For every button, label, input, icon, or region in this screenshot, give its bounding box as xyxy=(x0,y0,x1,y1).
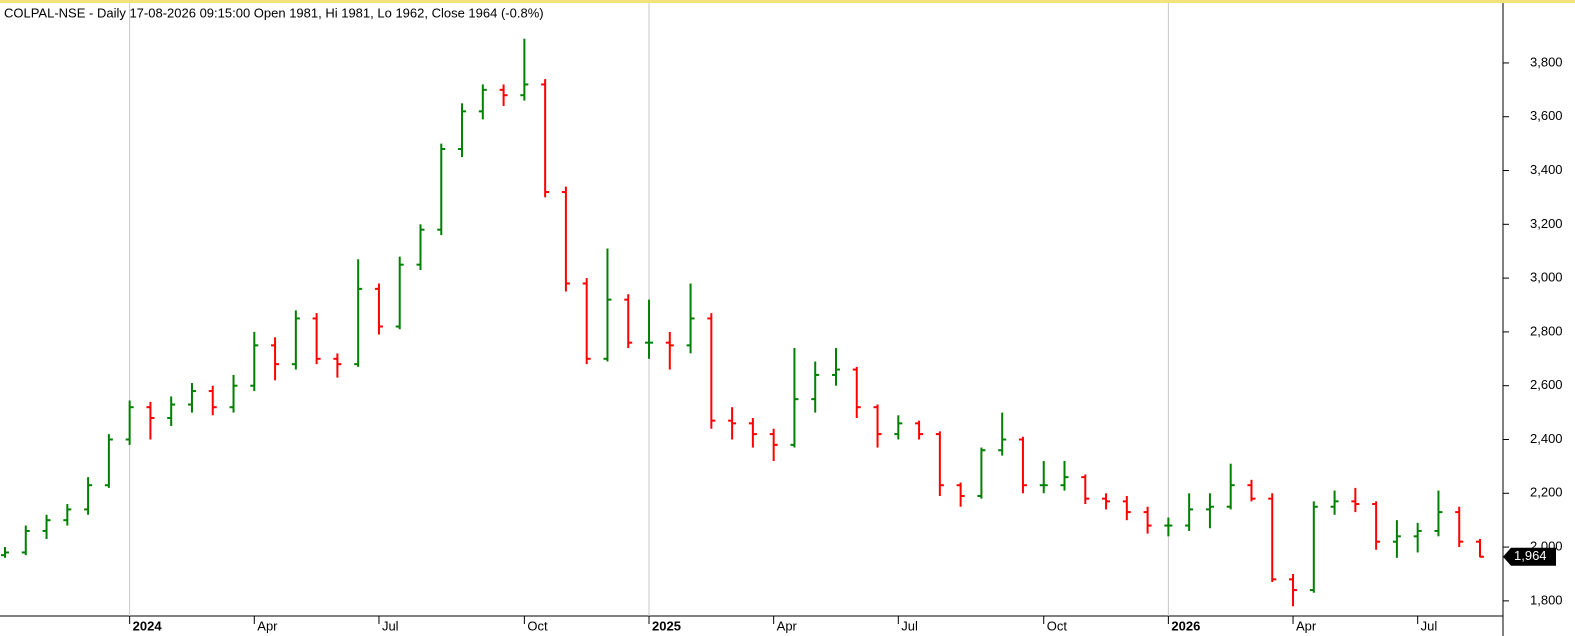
ohlc-bar xyxy=(84,477,93,515)
ohlc-bar xyxy=(707,313,716,429)
ohlc-bar xyxy=(915,420,924,440)
ohlc-bar xyxy=(831,348,840,386)
ohlc-bar xyxy=(1081,474,1090,505)
ohlc-bar xyxy=(374,283,383,335)
ohlc-bar xyxy=(873,404,882,448)
top-border xyxy=(0,0,1575,3)
ohlc-bar xyxy=(977,447,986,499)
ohlc-bar xyxy=(63,504,72,526)
ohlc-bar xyxy=(354,259,363,367)
ohlc-bar xyxy=(748,417,757,448)
ohlc-bar xyxy=(1268,493,1277,583)
ohlc-bar xyxy=(665,331,674,370)
ohlc-bar xyxy=(1060,461,1069,491)
ohlc-bar xyxy=(1476,539,1484,558)
y-tick-label: 2,800 xyxy=(1530,323,1563,338)
ohlc-bar xyxy=(1413,522,1422,553)
ohlc-bar xyxy=(645,299,654,359)
ohlc-bar xyxy=(852,366,861,418)
ohlc-bar xyxy=(208,385,217,416)
ohlc-bar xyxy=(229,374,238,413)
ohlc-bar xyxy=(42,514,51,540)
last-value-label: 1,964 xyxy=(1514,548,1547,563)
ohlc-bar xyxy=(1330,490,1339,515)
ohlc-bar xyxy=(1372,501,1381,550)
ohlc-bar xyxy=(1309,501,1318,593)
y-tick-label: 3,600 xyxy=(1530,108,1563,123)
y-tick-label: 3,400 xyxy=(1530,162,1563,177)
y-tick-label: 3,000 xyxy=(1530,270,1563,285)
x-tick-label: Oct xyxy=(527,618,548,633)
ohlc-bar xyxy=(811,361,820,413)
x-tick-label: Jul xyxy=(1421,618,1438,633)
x-tick-label: Jul xyxy=(382,618,399,633)
last-value-tag xyxy=(1503,547,1556,566)
ohlc-bar xyxy=(1,547,9,558)
ohlc-bar xyxy=(582,278,591,365)
ohlc-bar xyxy=(935,431,944,496)
ohlc-bar xyxy=(458,103,467,158)
ohlc-bar xyxy=(541,79,550,198)
y-tick-label: 1,800 xyxy=(1530,592,1563,607)
ohlc-bar xyxy=(104,434,113,488)
ohlc-bar xyxy=(1226,463,1235,510)
ohlc-bar xyxy=(416,224,425,271)
ohlc-bar xyxy=(250,331,259,392)
ohlc-bar xyxy=(998,412,1007,456)
x-tick-label: Apr xyxy=(257,618,278,633)
ohlc-bar xyxy=(1289,573,1298,607)
ohlc-bar xyxy=(561,186,570,292)
ohlc-bar xyxy=(291,310,300,370)
ohlc-bar xyxy=(956,482,965,507)
ohlc-bar xyxy=(1122,495,1131,521)
ohlc-bar xyxy=(1018,436,1027,494)
ohlc-bar xyxy=(1039,461,1048,494)
y-tick-label: 2,600 xyxy=(1530,377,1563,392)
ohlc-bar xyxy=(312,313,321,365)
y-tick-label: 2,200 xyxy=(1530,485,1563,500)
ohlc-bar xyxy=(1455,506,1464,548)
ohlc-bar xyxy=(520,38,529,101)
ohlc-bar xyxy=(1102,493,1111,510)
ohlc-bar xyxy=(603,248,612,362)
ohlc-bar xyxy=(1205,493,1214,529)
x-tick-label: 2026 xyxy=(1171,618,1200,633)
ohlc-bar xyxy=(624,294,633,349)
ohlc-bar xyxy=(333,353,342,378)
ohlc-bar xyxy=(167,396,176,427)
ohlc-bar xyxy=(1247,479,1256,502)
ohlc-bar xyxy=(499,84,508,106)
x-tick-label: Apr xyxy=(777,618,798,633)
y-tick-label: 3,800 xyxy=(1530,54,1563,69)
ohlc-bar xyxy=(187,383,196,413)
ohlc-bar xyxy=(125,400,134,445)
x-tick-label: 2025 xyxy=(652,618,681,633)
ohlc-bar xyxy=(790,348,799,448)
ohlc-bar xyxy=(894,415,903,440)
ohlc-bar xyxy=(686,283,695,354)
x-tick-label: 2024 xyxy=(133,618,163,633)
ohlc-bar xyxy=(437,143,446,236)
ohlc-bar xyxy=(395,256,404,330)
ohlc-bar xyxy=(21,525,30,556)
x-tick-label: Apr xyxy=(1296,618,1317,633)
ohlc-bar xyxy=(271,337,280,381)
ohlc-bar xyxy=(478,84,487,120)
x-tick-label: Oct xyxy=(1047,618,1068,633)
ohlc-bar xyxy=(1185,493,1194,531)
y-tick-label: 3,200 xyxy=(1530,216,1563,231)
ohlc-bar xyxy=(1164,517,1173,537)
y-tick-label: 2,400 xyxy=(1530,431,1563,446)
ohlc-bar xyxy=(1434,490,1443,537)
ohlc-bar xyxy=(1143,506,1152,534)
chart-title: COLPAL-NSE - Daily 17-08-2026 09:15:00 O… xyxy=(4,5,544,20)
ohlc-bar xyxy=(769,428,778,462)
x-tick-label: Jul xyxy=(901,618,918,633)
ohlc-bar xyxy=(146,401,155,440)
ohlc-bar xyxy=(1351,487,1360,513)
ohlc-bar xyxy=(728,407,737,440)
ohlc-bar xyxy=(1392,520,1401,558)
